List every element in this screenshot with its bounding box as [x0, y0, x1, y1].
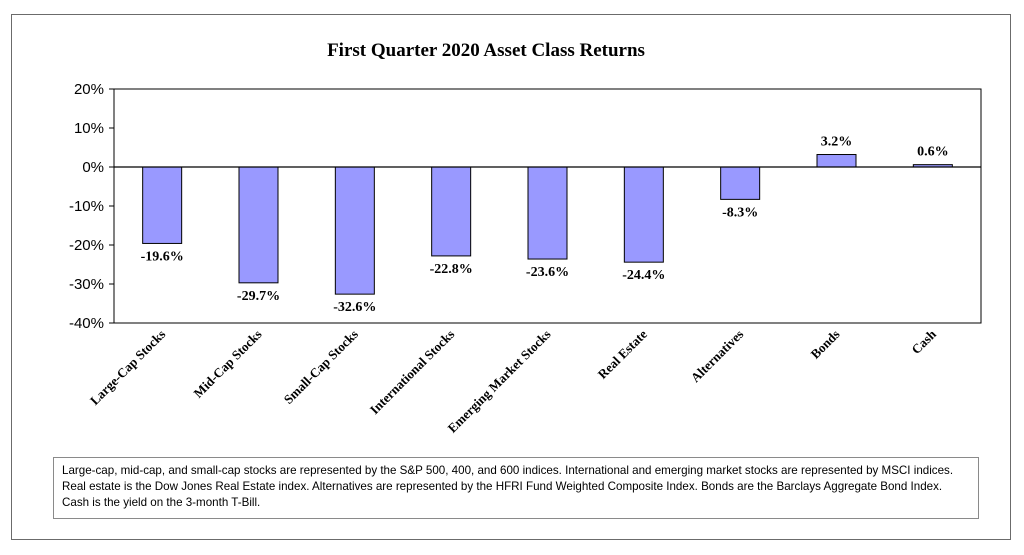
x-category-label: Cash [908, 326, 939, 357]
bar [816, 154, 857, 168]
data-label: 0.6% [917, 145, 949, 160]
bars [142, 154, 953, 295]
bar [431, 166, 472, 257]
data-label: -19.6% [141, 249, 184, 264]
data-labels: -19.6% -29.7% -32.6% -22.8% -23.6% -24.4% -8.3… [141, 135, 949, 316]
data-label: -22.8% [430, 262, 473, 277]
y-axis: 20% 10% 0% -10% -20% -30% -40% [69, 81, 114, 332]
data-label: -29.7% [237, 289, 280, 304]
data-label: -32.6% [333, 300, 376, 315]
bar [142, 166, 183, 244]
data-label: -8.3% [722, 205, 758, 220]
chart-frame [11, 14, 1011, 540]
x-category-label: Small-Cap Stocks [281, 327, 361, 407]
y-tick-label: 10% [74, 120, 104, 137]
x-category-label: Large-Cap Stocks [87, 327, 168, 408]
data-label: -24.4% [622, 268, 665, 283]
x-category-label: International Stocks [367, 327, 458, 418]
y-tick-label: 0% [82, 159, 104, 176]
y-tick-label: -10% [69, 198, 104, 215]
y-tick-label: -40% [69, 315, 104, 332]
x-category-label: Mid-Cap Stocks [190, 327, 264, 401]
bar [720, 166, 761, 200]
x-category-label: Emerging Market Stocks [444, 327, 553, 436]
bar [334, 166, 375, 295]
y-tick-label: 20% [74, 81, 104, 98]
data-label: 3.2% [821, 135, 853, 150]
footnote: Large-cap, mid-cap, and small-cap stocks… [53, 457, 979, 519]
x-axis-categories: Large-Cap Stocks Mid-Cap Stocks Small-Cap … [87, 326, 940, 436]
y-tick-label: -30% [69, 276, 104, 293]
y-tick-label: -20% [69, 237, 104, 254]
bar [623, 166, 664, 263]
x-category-label: Alternatives [688, 327, 747, 386]
x-category-label: Real Estate [595, 326, 650, 381]
chart-title: First Quarter 2020 Asset Class Returns [327, 40, 645, 61]
x-category-label: Bonds [807, 327, 842, 362]
bar [238, 166, 279, 284]
bar [527, 166, 568, 260]
data-label: -23.6% [526, 265, 569, 280]
